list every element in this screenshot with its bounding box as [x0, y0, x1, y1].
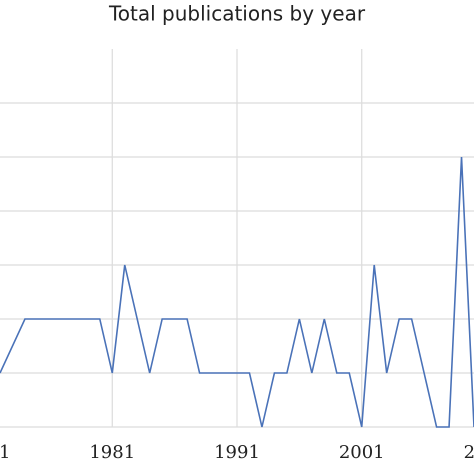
- x-tick-label: 1971: [0, 442, 10, 463]
- chart-title: Total publications by year: [108, 2, 366, 26]
- x-tick-label: 2001: [339, 442, 385, 463]
- x-tick-label: 2011: [464, 442, 474, 463]
- line-series: [0, 156, 474, 428]
- x-tick-label: 1991: [214, 442, 260, 463]
- x-tick-label: 1981: [89, 442, 135, 463]
